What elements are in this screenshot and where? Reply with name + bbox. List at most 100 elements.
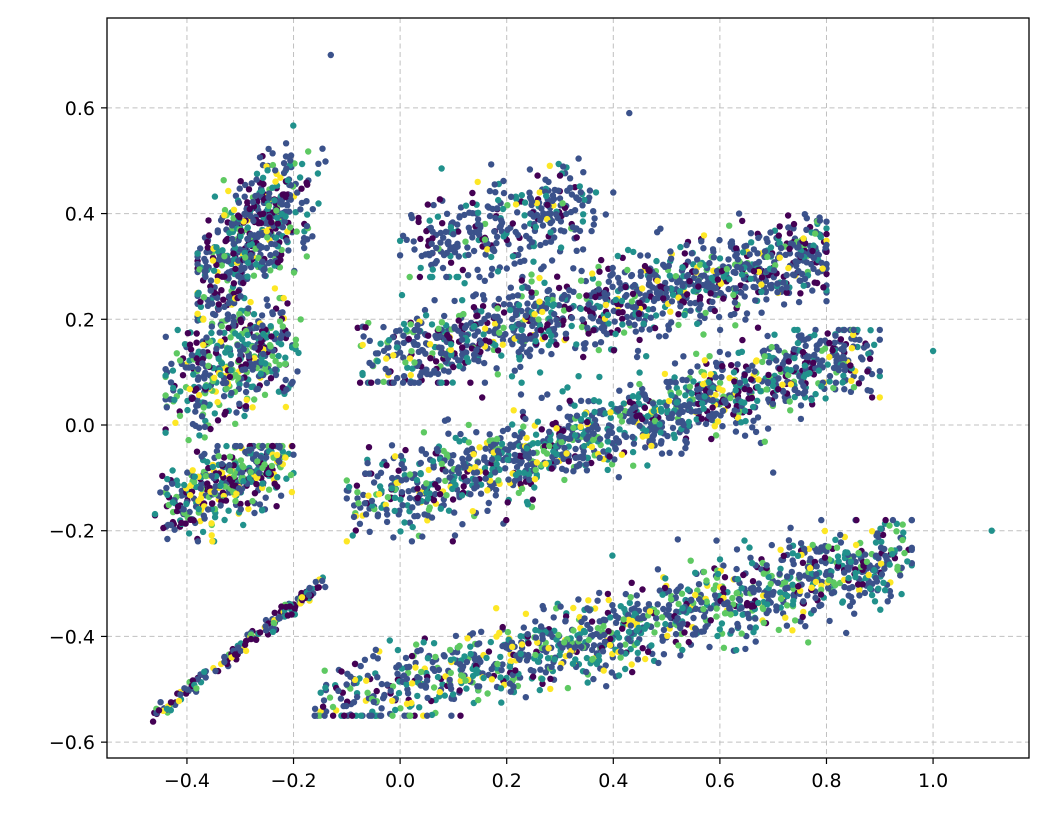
scatter-point bbox=[349, 532, 356, 539]
scatter-point bbox=[253, 481, 260, 488]
scatter-point bbox=[886, 522, 893, 529]
scatter-point bbox=[499, 427, 507, 435]
scatter-point bbox=[667, 248, 674, 255]
scatter-point bbox=[251, 396, 258, 403]
scatter-point bbox=[615, 309, 622, 317]
scatter-point bbox=[350, 699, 358, 706]
scatter-point bbox=[760, 619, 767, 626]
scatter-point bbox=[534, 439, 542, 447]
scatter-point bbox=[450, 231, 457, 238]
scatter-point bbox=[508, 373, 516, 380]
scatter-point bbox=[522, 452, 529, 460]
scatter-point bbox=[725, 256, 732, 263]
scatter-point bbox=[486, 212, 494, 220]
scatter-point bbox=[221, 303, 228, 310]
scatter-point bbox=[237, 178, 244, 185]
scatter-point bbox=[581, 629, 588, 636]
scatter-point bbox=[215, 301, 222, 308]
scatter-point bbox=[850, 384, 858, 391]
scatter-point bbox=[830, 579, 837, 586]
scatter-point bbox=[752, 615, 759, 622]
scatter-point bbox=[491, 228, 498, 235]
scatter-point bbox=[696, 305, 703, 312]
scatter-point bbox=[441, 692, 448, 699]
scatter-point bbox=[534, 172, 541, 179]
scatter-point bbox=[612, 445, 619, 452]
scatter-point bbox=[785, 358, 792, 365]
scatter-point bbox=[880, 579, 887, 586]
scatter-point bbox=[208, 500, 216, 507]
scatter-point bbox=[434, 673, 442, 681]
scatter-point bbox=[398, 291, 406, 299]
scatter-point bbox=[790, 597, 797, 605]
scatter-point bbox=[422, 450, 430, 458]
scatter-point bbox=[457, 430, 464, 438]
scatter-point bbox=[486, 431, 493, 438]
scatter-point bbox=[423, 227, 430, 235]
scatter-point bbox=[767, 229, 774, 236]
scatter-point bbox=[212, 667, 219, 675]
scatter-point bbox=[627, 594, 634, 601]
scatter-point bbox=[839, 599, 846, 606]
scatter-point bbox=[463, 349, 470, 356]
scatter-point bbox=[582, 277, 589, 285]
scatter-point bbox=[227, 334, 234, 341]
scatter-point bbox=[430, 640, 438, 647]
scatter-point bbox=[464, 635, 471, 642]
scatter-point bbox=[211, 193, 219, 200]
scatter-point bbox=[504, 425, 511, 433]
scatter-point bbox=[826, 378, 833, 385]
scatter-point bbox=[764, 238, 771, 246]
scatter-point bbox=[795, 267, 802, 275]
scatter-point bbox=[573, 341, 580, 348]
scatter-point bbox=[533, 199, 541, 207]
scatter-point bbox=[292, 209, 299, 216]
scatter-point bbox=[175, 697, 183, 705]
scatter-point bbox=[637, 268, 644, 276]
scatter-point bbox=[576, 613, 583, 621]
scatter-point bbox=[782, 251, 789, 258]
scatter-point bbox=[565, 305, 573, 313]
scatter-point bbox=[721, 574, 729, 581]
scatter-point bbox=[274, 474, 281, 481]
scatter-point bbox=[349, 712, 356, 719]
scatter-point bbox=[590, 430, 597, 437]
scatter-point bbox=[682, 437, 689, 444]
scatter-point bbox=[230, 280, 238, 287]
scatter-point bbox=[616, 426, 623, 433]
scatter-point bbox=[617, 654, 624, 661]
scatter-point bbox=[526, 352, 533, 360]
scatter-point bbox=[812, 578, 820, 586]
scatter-point bbox=[394, 646, 402, 654]
scatter-point bbox=[792, 364, 800, 371]
scatter-point bbox=[777, 546, 784, 553]
scatter-point bbox=[645, 601, 653, 608]
scatter-point bbox=[417, 647, 424, 654]
scatter-point bbox=[196, 266, 203, 273]
scatter-point bbox=[341, 712, 348, 719]
scatter-point bbox=[268, 219, 275, 226]
scatter-point bbox=[163, 404, 170, 411]
scatter-point bbox=[767, 244, 775, 251]
scatter-point bbox=[520, 469, 528, 476]
scatter-point bbox=[671, 360, 679, 367]
scatter-point bbox=[261, 391, 269, 398]
scatter-point bbox=[322, 158, 329, 165]
scatter-point bbox=[390, 379, 397, 386]
scatter-point bbox=[605, 447, 612, 454]
scatter-point bbox=[235, 257, 242, 264]
scatter-point bbox=[457, 204, 465, 211]
scatter-point bbox=[164, 491, 171, 498]
scatter-point bbox=[450, 363, 457, 371]
scatter-point bbox=[826, 372, 834, 380]
scatter-point bbox=[825, 543, 832, 550]
scatter-point bbox=[795, 583, 802, 590]
scatter-point bbox=[699, 400, 706, 407]
scatter-point bbox=[688, 408, 695, 415]
scatter-point bbox=[514, 231, 522, 239]
scatter-point bbox=[493, 233, 501, 240]
scatter-point bbox=[759, 358, 766, 366]
scatter-point bbox=[667, 308, 674, 315]
scatter-point bbox=[704, 283, 712, 290]
scatter-point bbox=[449, 379, 456, 386]
